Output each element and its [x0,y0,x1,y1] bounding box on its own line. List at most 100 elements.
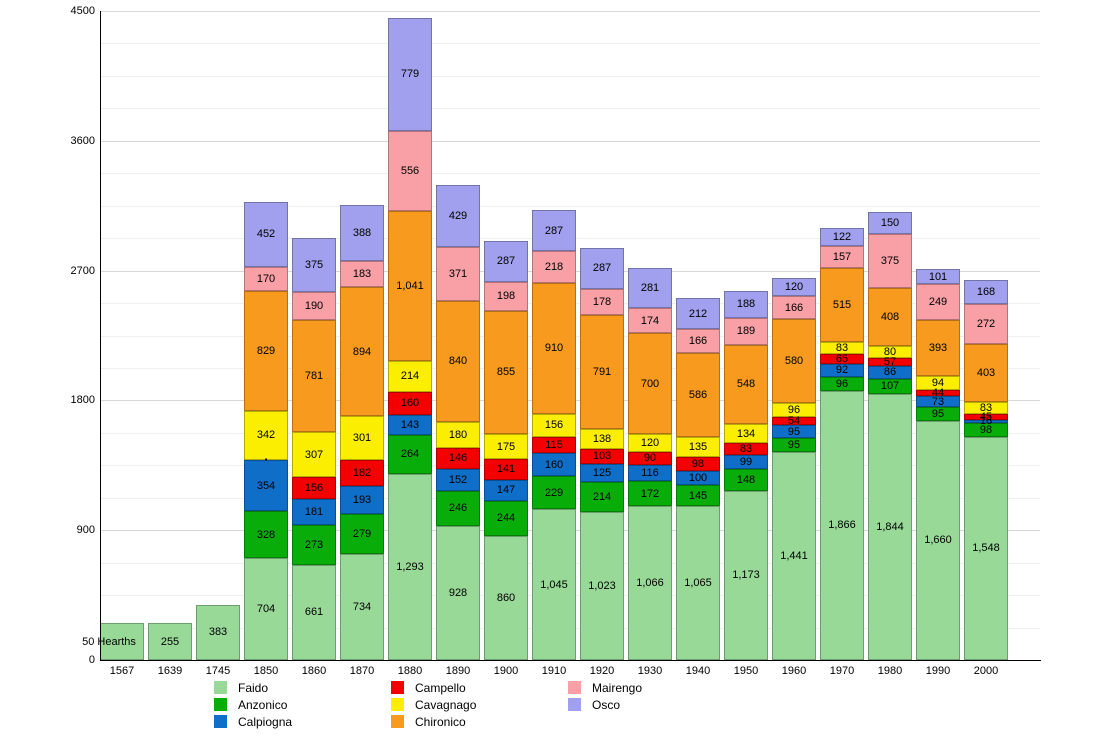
segment-label: 1,066 [636,577,664,590]
segment-mairengo-1980 [868,233,912,288]
segment-campello-1980 [868,357,912,367]
segment-label: 328 [256,528,276,541]
legend-label-chironico: Chironico [415,714,466,729]
segment-chironico-1980 [868,287,912,347]
segment-calpiogna-1980 [868,366,912,379]
segment-label: 1,065 [684,577,712,590]
segment-label: 452 [256,228,276,241]
y-tick-900: 900 [76,524,95,537]
segment-cavagnago-1900 [484,434,528,460]
segment-label: 403 [976,366,996,379]
segment-label: 1,041 [396,279,424,292]
segment-label: 342 [256,429,276,442]
segment-cavagnago-1850 [244,410,288,461]
segment-mairengo-1950 [724,317,768,345]
segment-cavagnago-1930 [628,434,672,452]
segment-label: 180 [448,428,468,441]
campello-swatch-icon [391,681,404,694]
segment-osco-1910 [532,210,576,252]
segment-label: 894 [352,345,372,358]
segment-label: 1,548 [972,542,1000,555]
segment-mairengo-1900 [484,282,528,311]
segment-label: 734 [352,601,372,614]
segment-faido-1960 [772,452,816,660]
segment-cavagnago-1980 [868,346,912,358]
segment-osco-1860 [292,238,336,293]
segment-label: 172 [640,487,660,500]
segment-label: 272 [976,318,996,331]
segment-campello-1970 [820,354,864,364]
legend-column-1: Faido Anzonico Calpiogna [214,680,313,729]
y-tick-4500: 4500 [70,5,95,17]
segment-chironico-1990 [916,319,960,377]
x-tick-1920: 1920 [589,665,615,677]
segment-calpiogna-2000 [964,420,1008,423]
segment-campello-1940 [676,456,720,472]
minor-gridline [100,75,1040,77]
segment-label: 83 [979,401,993,414]
x-tick-1639: 1639 [157,665,183,677]
segment-mairengo-1990 [916,283,960,320]
segment-osco-1890 [436,185,480,248]
y-tick-3600: 3600 [70,134,95,147]
segment-osco-1920 [580,247,624,290]
segment-mairengo-1870 [340,261,384,288]
segment-chironico-1890 [436,300,480,422]
segment-calpiogna-1880 [388,414,432,436]
segment-osco-1880 [388,18,432,131]
x-tick-1870: 1870 [349,665,375,677]
segment-label: 83 [835,342,849,355]
segment-label: 515 [832,299,852,312]
segment-cavagnago-1970 [820,342,864,355]
segment-label: 95 [787,439,801,452]
segment-faido-1970 [820,390,864,660]
segment-label: 65 [835,353,849,366]
segment-label: 829 [256,345,276,357]
segment-mairengo-1970 [820,245,864,269]
segment-cavagnago-2000 [964,401,1008,414]
segment-mairengo-1910 [532,251,576,283]
x-tick-1930: 1930 [637,665,663,677]
x-tick-1850: 1850 [253,665,279,677]
legend-label-anzonico: Anzonico [238,697,288,712]
x-tick-1960: 1960 [781,665,807,677]
legend-item-osco: Osco [568,698,667,712]
segment-faido-1745 [196,604,240,660]
segment-label: 307 [304,448,324,461]
segment-label: 181 [304,506,324,519]
x-axis-line [100,660,1041,661]
segment-calpiogna-1940 [676,471,720,486]
segment-label: 244 [496,512,516,525]
segment-label: 548 [736,378,756,391]
segment-label: 212 [688,307,708,320]
segment-label: 1,866 [828,519,856,532]
segment-label: 150 [880,216,900,229]
segment-label: 54 [787,414,801,427]
chart-legend: Faido Anzonico Calpiogna Campello Cavagn… [214,680,667,729]
segment-campello-1880 [388,391,432,415]
segment-label: 80 [883,346,897,359]
segment-label: 160 [544,458,564,471]
major-gridline [100,11,1040,12]
x-tick-1900: 1900 [493,665,519,677]
segment-calpiogna-1850 [244,460,288,512]
segment-calpiogna-1900 [484,479,528,501]
segment-label: 700 [640,377,660,390]
legend-item-campello: Campello [391,681,490,695]
segment-label: 229 [544,486,564,499]
segment-label: ▪ [264,455,268,465]
segment-cavagnago-1960 [772,403,816,417]
segment-calpiogna-1890 [436,468,480,491]
segment-faido-1930 [628,506,672,660]
segment-mairengo-1880 [388,130,432,211]
segment-anzonico-1960 [772,438,816,453]
segment-faido-1880 [388,473,432,660]
segment-cavagnago-1910 [532,414,576,437]
segment-label: 279 [352,528,372,541]
segment-label: 100 [688,472,708,485]
mairengo-swatch-icon [568,681,581,694]
legend-label-faido: Faido [238,680,269,695]
segment-label: 287 [592,262,612,275]
x-tick-1745: 1745 [205,665,231,677]
segment-chironico-1940 [676,352,720,438]
